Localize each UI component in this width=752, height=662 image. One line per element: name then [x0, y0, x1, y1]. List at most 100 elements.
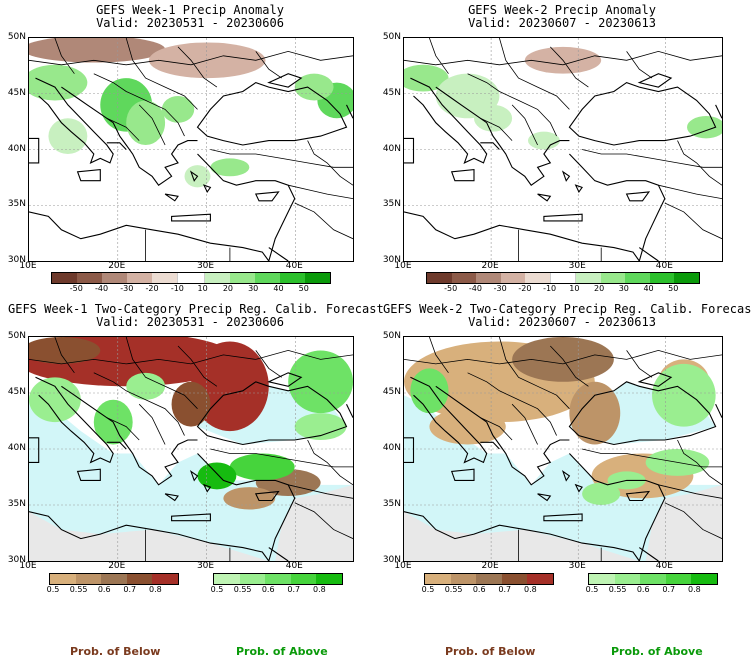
lat-label: 40N [7, 443, 26, 453]
country-border [93, 73, 185, 137]
coastline [569, 453, 666, 561]
coastline [29, 437, 40, 463]
colorbar-swatch [214, 574, 240, 584]
lat-label: 45N [382, 87, 401, 98]
colorbar-swatch [279, 273, 305, 283]
colorbar-swatch [152, 273, 178, 283]
colorbar-label: 0.55 [444, 585, 463, 594]
coastline [61, 385, 198, 486]
lon-label: 40E [655, 561, 673, 571]
coastline [543, 213, 583, 222]
lon-label: 40E [655, 261, 673, 271]
colorbar-label: 0.8 [149, 585, 162, 594]
prob-above-colorbar [588, 573, 718, 585]
lon-label: 10E [394, 561, 412, 571]
prob-above-caption: Prob. of Above [236, 645, 328, 658]
coastline [254, 490, 280, 502]
lon-label: 20E [481, 561, 499, 571]
country-border [550, 345, 589, 387]
colorbar-swatch [640, 574, 666, 584]
country-border [177, 46, 218, 88]
prob-below-colorbar [49, 573, 179, 585]
colorbar-label: 0.6 [636, 585, 650, 594]
panel-title: GEFS Week-1 Precip Anomaly [96, 3, 284, 17]
lat-label: 50N [7, 331, 26, 341]
colorbar-label: 0.55 [608, 585, 627, 594]
lat-label: 35N [7, 499, 26, 509]
panel-valid-date: Valid: 20230607 - 20230613 [468, 16, 656, 30]
anomaly-region [294, 73, 334, 101]
country-border [404, 50, 722, 66]
coastline [410, 77, 488, 164]
colorbar-label: 30 [248, 284, 259, 293]
coastline [267, 372, 303, 387]
lat-label: 30N [382, 255, 401, 265]
country-border [54, 337, 75, 374]
colorbar-swatch [476, 273, 501, 283]
anomaly-region [29, 64, 88, 101]
lat-label: 30N [7, 555, 26, 565]
colorbar-swatch [425, 574, 451, 584]
coastline [537, 193, 552, 202]
coastline [480, 142, 500, 150]
colorbar-label: 0.6 [97, 585, 111, 594]
coastline [410, 376, 488, 464]
panel-valid-date: Valid: 20230607 - 20230613 [468, 315, 656, 329]
coastline [189, 469, 199, 482]
coastline [450, 468, 475, 481]
coastline [196, 81, 348, 146]
country-border [582, 448, 722, 468]
colorbar-swatch [427, 273, 452, 283]
colorbar-swatch [265, 574, 291, 584]
coastline [537, 493, 552, 502]
prob-below-region [171, 381, 211, 427]
colorbar-label: 0.7 [123, 585, 137, 594]
coastline [346, 403, 353, 418]
country-border [288, 484, 353, 499]
colorbar-label: 10 [569, 284, 580, 293]
coastline [76, 168, 101, 182]
colorbar-label: -40 [468, 284, 482, 293]
country-border [467, 73, 557, 137]
colorbar-swatch [451, 273, 477, 283]
coastline [404, 137, 415, 164]
coastline [35, 77, 114, 164]
africa-nodata [29, 511, 269, 561]
coastline [435, 385, 570, 486]
country-border [138, 104, 166, 146]
country-border [467, 372, 557, 436]
anomaly-region [404, 64, 449, 92]
colorbar-swatch [101, 574, 127, 584]
colorbar-label: 20 [222, 284, 233, 293]
country-border [138, 403, 166, 445]
coastline [569, 153, 666, 261]
anomaly-region [29, 38, 166, 63]
coastline [189, 170, 199, 182]
lat-label: 35N [382, 499, 401, 509]
colorbar-label: 0.8 [524, 585, 537, 594]
prob-below-caption: Prob. of Below [445, 645, 536, 658]
colorbar-label: 10 [197, 284, 208, 293]
prob-above-region [197, 462, 237, 490]
lon-label: 40E [285, 261, 303, 271]
coastline [637, 372, 673, 387]
coastline [254, 191, 280, 202]
lon-label: 20E [108, 261, 126, 271]
colorbar-swatch [254, 273, 280, 283]
panel-title: GEFS Week-2 Two-Category Precip Reg. Cal… [383, 302, 752, 316]
coastline [404, 211, 640, 261]
colorbar-swatch [304, 273, 331, 283]
lat-label: 30N [7, 255, 26, 265]
coastline [561, 469, 571, 482]
country-border [658, 484, 722, 499]
coastline [346, 104, 353, 119]
lon-label: 20E [108, 561, 126, 571]
country-border [626, 51, 653, 79]
lon-label: 30E [196, 261, 215, 271]
coastline [171, 213, 211, 222]
prob-below-caption: Prob. of Below [70, 645, 161, 658]
country-border [210, 448, 353, 468]
country-border [255, 350, 282, 378]
prob-above-region [229, 453, 295, 481]
anomaly-colorbar [426, 272, 700, 284]
